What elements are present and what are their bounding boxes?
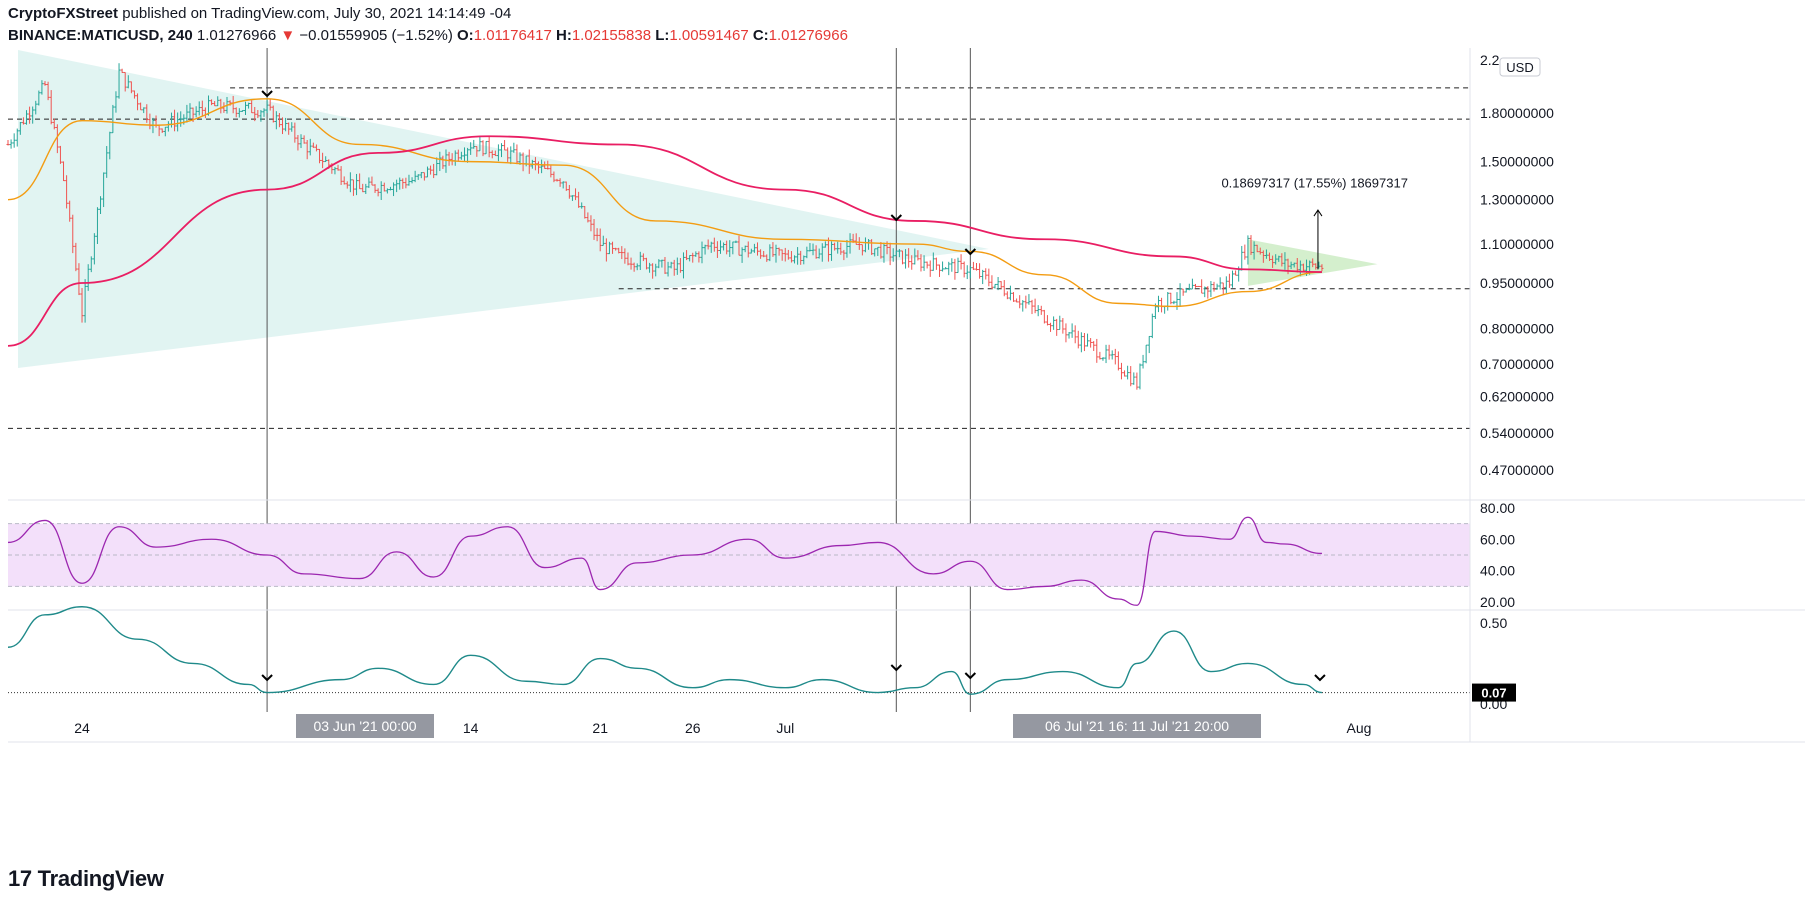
- time-highlight-label: 06 Jul '21 16: 11 Jul '21 20:00: [1045, 718, 1229, 734]
- arrow-up-icon: [1313, 209, 1323, 217]
- change-value: −0.01559905 (−1.52%): [299, 27, 453, 44]
- adx-current-badge: [1472, 683, 1516, 702]
- chevron-down-icon: [261, 674, 273, 682]
- currency-badge: [1499, 57, 1541, 77]
- publish-line: CryptoFXStreet published on TradingView.…: [8, 5, 511, 22]
- price-tick-label: 1.50000000: [1480, 154, 1554, 170]
- chevron-down-icon: [261, 90, 273, 98]
- rsi-tick-label: 60.00: [1480, 531, 1515, 547]
- chevron-down-icon: [890, 214, 903, 222]
- adx-line: [7, 606, 1323, 695]
- close-label: C:: [752, 27, 769, 44]
- open-label: O:: [457, 27, 474, 44]
- rsi-tick-label: 40.00: [1480, 563, 1515, 579]
- rsi-line: [7, 516, 1322, 606]
- time-tick-label: 21: [592, 720, 608, 736]
- time-highlight-box: [296, 714, 434, 738]
- time-tick-label: 26: [685, 720, 701, 736]
- triangle-pattern: [18, 50, 989, 369]
- price-tick-label: 0.95000000: [1480, 275, 1554, 291]
- time-tick-label: 24: [74, 720, 90, 736]
- price-tick-label: 0.80000000: [1480, 321, 1554, 337]
- currency-label: USD: [1506, 60, 1533, 75]
- ema-slow-line: [7, 135, 1322, 347]
- chevron-down-icon: [964, 672, 977, 680]
- time-highlight-label: 03 Jun '21 00:00: [313, 718, 416, 734]
- price-tick-label: 0.47000000: [1480, 462, 1554, 478]
- low-label: L:: [655, 27, 670, 44]
- time-tick-label: 14: [463, 720, 479, 736]
- last-price: 1.01276966: [196, 27, 277, 44]
- high-value: 1.02155838: [571, 27, 652, 44]
- price-tick-label: 1.80000000: [1480, 105, 1554, 121]
- price-tick-label: 1.30000000: [1480, 192, 1554, 208]
- adx-tick-label: 0.50: [1480, 615, 1507, 631]
- change-arrow-icon: ▼: [280, 27, 296, 44]
- symbol-label: BINANCE:MATICUSD, 240: [8, 27, 193, 44]
- rsi-tick-label: 20.00: [1480, 594, 1515, 610]
- high-label: H:: [556, 27, 572, 44]
- close-value: 1.01276966: [768, 27, 848, 44]
- price-tick-label: 1.10000000: [1480, 236, 1554, 252]
- price-tick-label: 0.62000000: [1480, 388, 1554, 404]
- publish-info: published on TradingView.com, July 30, 2…: [122, 5, 512, 22]
- measure-annotation: 0.18697317 (17.55%) 18697317: [1221, 176, 1408, 191]
- low-value: 1.00591467: [669, 27, 749, 44]
- time-tick-label: Jul: [776, 720, 794, 736]
- publisher-name: CryptoFXStreet: [8, 5, 119, 22]
- price-tick-label: 2.2: [1480, 52, 1500, 68]
- chevron-down-icon: [890, 664, 903, 672]
- tradingview-logo: 17 TradingView: [8, 866, 164, 891]
- time-tick-label: Aug: [1347, 720, 1372, 736]
- time-highlight-box: [1013, 714, 1261, 738]
- chevron-down-icon: [964, 248, 977, 256]
- ohlc-line: BINANCE:MATICUSD, 240 1.01276966 ▼ −0.01…: [8, 27, 848, 44]
- adx-current-value: 0.07: [1481, 686, 1506, 701]
- ema-fast-line: [7, 98, 1322, 308]
- rsi-tick-label: 80.00: [1480, 500, 1515, 516]
- price-tick-label: 0.70000000: [1480, 356, 1554, 372]
- open-value: 1.01176417: [473, 27, 552, 44]
- price-tick-label: 0.54000000: [1480, 425, 1554, 441]
- chevron-down-icon: [1314, 674, 1326, 682]
